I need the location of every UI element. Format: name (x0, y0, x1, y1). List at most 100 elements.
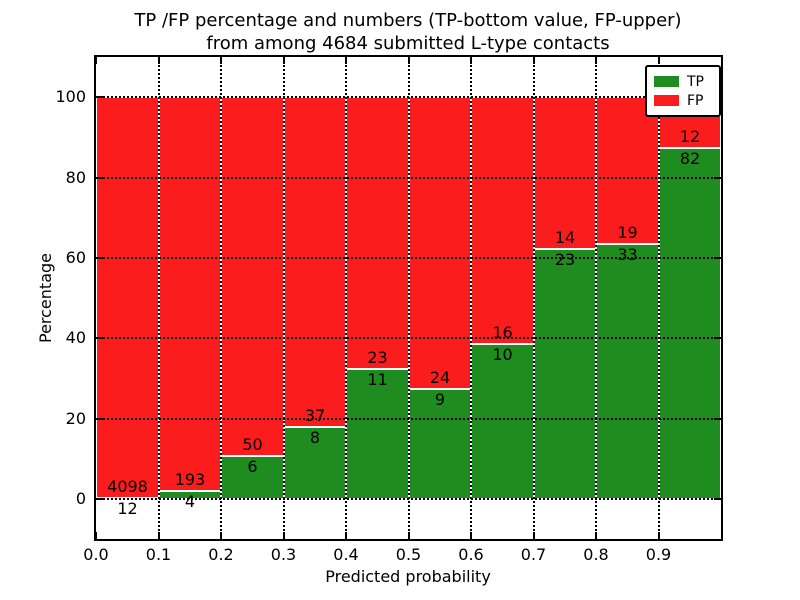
y-tick-mark (96, 256, 103, 259)
bar-segment-fp (533, 97, 596, 250)
bar-segment-fp (96, 97, 159, 498)
y-tick-label: 20 (65, 408, 86, 428)
x-tick-mark-top (282, 57, 285, 64)
bar-segment-fp (158, 97, 221, 491)
x-gridline (282, 57, 285, 539)
tp-count-label: 9 (434, 390, 446, 410)
fp-color-swatch (654, 95, 679, 106)
tp-count-label: 12 (117, 498, 138, 518)
bar-segment-fp (283, 97, 346, 428)
y-tick-mark-right (714, 337, 721, 340)
x-gridline (470, 57, 472, 539)
x-tick-mark (220, 532, 222, 539)
x-tick-label: 0.5 (395, 545, 422, 564)
legend: TP FP (645, 65, 721, 117)
y-tick-mark-right (714, 497, 721, 500)
chart-title-line1: TP /FP percentage and numbers (TP-bottom… (134, 10, 682, 31)
x-gridline (595, 57, 597, 539)
legend-item-tp: TP (654, 72, 712, 91)
y-tick-label: 80 (65, 167, 86, 187)
tp-count-label: 82 (679, 149, 701, 169)
bar-segment-tp (658, 148, 721, 499)
x-axis-label: Predicted probability (325, 567, 491, 586)
x-tick-mark (345, 532, 347, 539)
legend-item-fp: FP (654, 91, 712, 110)
bar-segment-tp (221, 455, 284, 499)
fp-count-label: 12 (679, 127, 701, 147)
y-tick-label: 100 (55, 87, 86, 107)
tp-count-label: 8 (309, 428, 321, 448)
x-tick-mark (95, 532, 97, 539)
x-gridline (157, 57, 160, 539)
y-tick-mark (96, 337, 103, 340)
x-tick-mark (157, 532, 160, 539)
fp-count-label: 4098 (107, 476, 148, 496)
tp-count-label: 23 (554, 250, 576, 270)
bar-segment-fp (471, 97, 534, 345)
tp-count-label: 10 (492, 345, 513, 365)
y-axis-label: Percentage (36, 252, 55, 344)
bar-segment-fp (346, 97, 409, 369)
x-tick-label: 0.0 (83, 545, 109, 564)
bar-segment-fp (408, 97, 471, 390)
y-tick-label: 60 (65, 247, 86, 267)
y-tick-mark-right (714, 176, 721, 179)
fp-count-label: 23 (367, 347, 388, 367)
x-tick-mark-top (345, 57, 347, 64)
x-tick-mark-top (595, 57, 597, 64)
fp-count-label: 16 (492, 323, 513, 343)
fp-count-label: 37 (304, 406, 326, 426)
bar-segment-tp (346, 368, 409, 499)
tp-count-label: 33 (617, 244, 638, 264)
x-tick-label: 0.7 (520, 545, 547, 564)
y-tick-mark (96, 417, 103, 420)
x-tick-mark-top (220, 57, 222, 64)
x-gridline (657, 57, 660, 539)
x-tick-mark-top (470, 57, 472, 64)
x-gridline (345, 57, 347, 539)
x-tick-mark-top (407, 57, 410, 64)
y-tick-mark-right (714, 417, 721, 420)
x-gridline (407, 57, 410, 539)
tp-count-label: 6 (247, 456, 258, 476)
x-tick-label: 0.9 (645, 545, 672, 564)
x-tick-mark (407, 532, 410, 539)
chart-title-line2: from among 4684 submitted L-type contact… (206, 33, 610, 54)
y-tick-mark (96, 176, 103, 179)
x-gridline (532, 57, 535, 539)
tp-count-label: 11 (367, 369, 388, 389)
x-tick-label: 0.6 (458, 545, 484, 564)
x-tick-mark (595, 532, 597, 539)
y-tick-mark (96, 497, 103, 500)
y-tick-mark-right (714, 256, 721, 259)
chart-title: TP /FP percentage and numbers (TP-bottom… (16, 9, 800, 55)
x-tick-mark-top (532, 57, 535, 64)
y-tick-mark (96, 96, 103, 99)
fp-count-label: 19 (617, 222, 638, 242)
x-gridline (220, 57, 222, 539)
x-tick-mark (282, 532, 285, 539)
legend-label-tp: TP (687, 73, 704, 90)
plot-area: 4098 12 193 4 50 6 37 8 23 11 24 9 16 10 14 23 19 33 12 82 (94, 55, 723, 541)
x-tick-mark-top (657, 57, 660, 64)
bar-segment-tp (596, 243, 659, 499)
y-tick-label: 0 (75, 488, 86, 508)
bar-segment-tp (533, 249, 596, 499)
fp-count-label: 24 (429, 368, 451, 388)
x-tick-mark (657, 532, 660, 539)
bar-segment-fp (221, 97, 284, 456)
fp-count-label: 193 (174, 469, 206, 489)
x-tick-mark-top (95, 57, 97, 64)
x-tick-label: 0.1 (145, 545, 172, 564)
legend-label-fp: FP (687, 92, 704, 109)
x-tick-label: 0.4 (333, 545, 359, 564)
tp-count-label: 4 (184, 491, 196, 511)
bar-segment-fp (596, 97, 659, 244)
bar-segment-tp (471, 344, 534, 499)
tp-color-swatch (654, 76, 679, 87)
x-tick-mark (532, 532, 535, 539)
x-tick-mark (470, 532, 472, 539)
x-tick-label: 0.3 (270, 545, 297, 564)
x-tick-label: 0.2 (208, 545, 234, 564)
